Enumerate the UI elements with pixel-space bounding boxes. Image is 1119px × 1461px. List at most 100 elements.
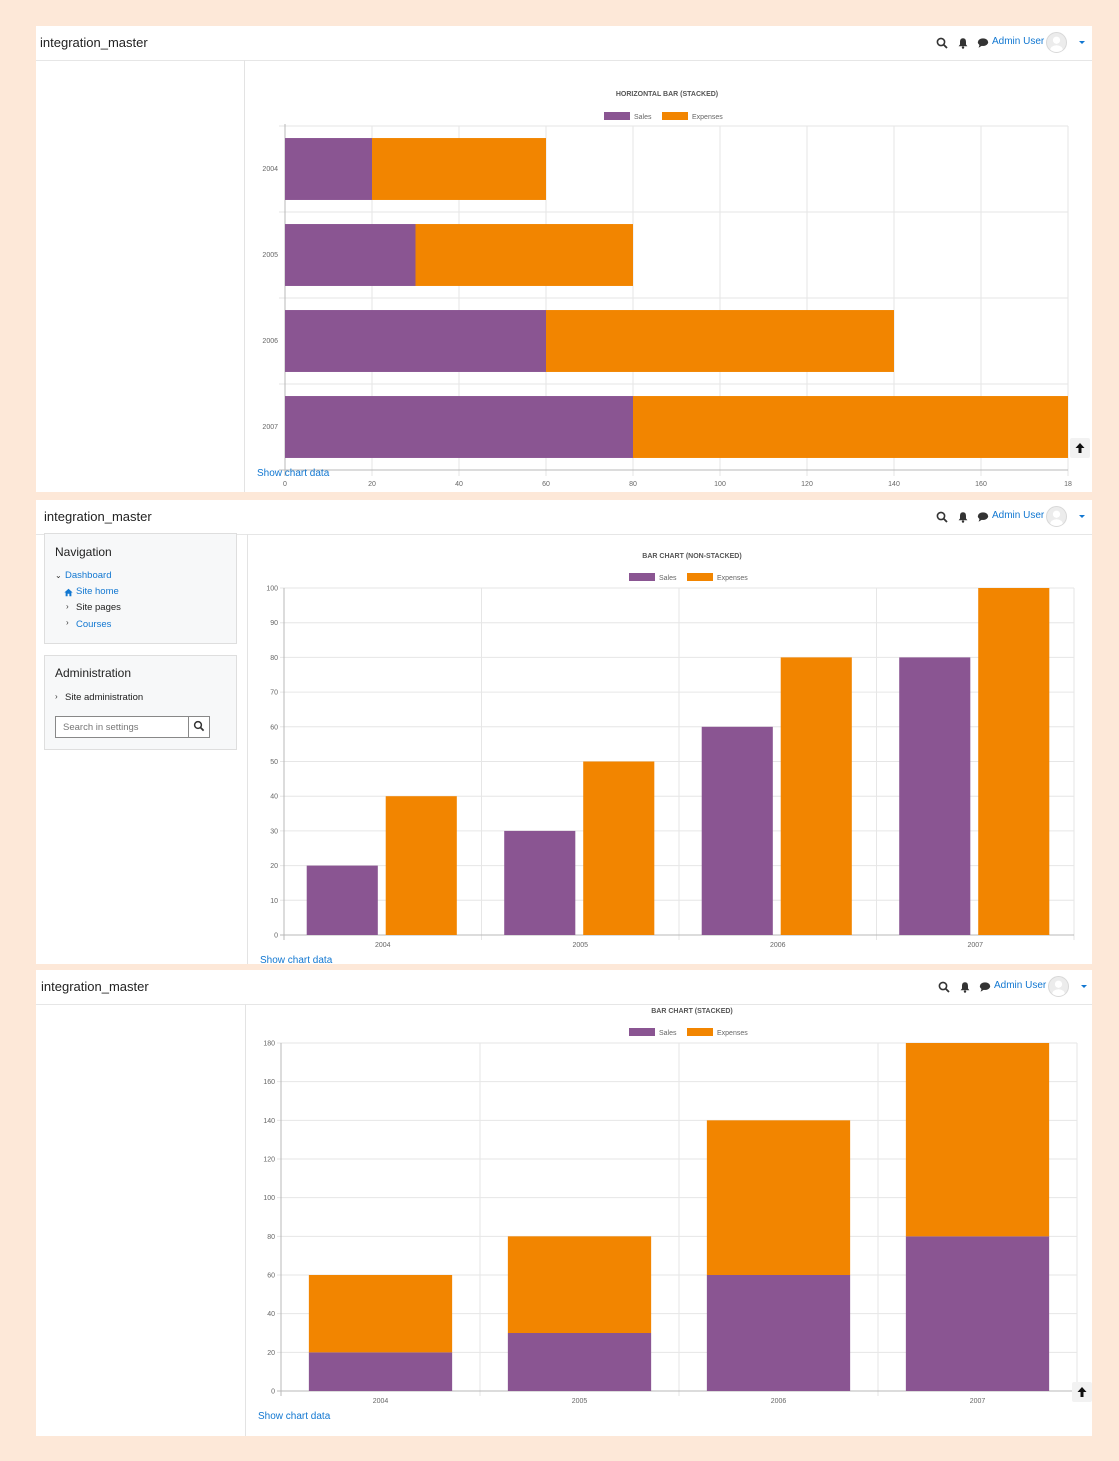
x-tick-label: 40 bbox=[455, 481, 463, 488]
user-name[interactable]: Admin User bbox=[992, 36, 1045, 47]
site-name[interactable]: integration_master bbox=[44, 509, 152, 524]
bell-icon[interactable] bbox=[957, 37, 969, 49]
search-settings-input[interactable] bbox=[55, 716, 189, 738]
bar-sales-2005 bbox=[504, 830, 576, 935]
x-tick-label: 2005 bbox=[572, 942, 588, 949]
legend-swatch-expenses bbox=[687, 1028, 713, 1036]
user-name[interactable]: Admin User bbox=[992, 510, 1045, 521]
chevron-right-icon[interactable]: › bbox=[66, 602, 69, 611]
y-tick-label: 20 bbox=[267, 1350, 275, 1357]
bar-expenses-2004 bbox=[385, 796, 457, 935]
y-tick-label: 120 bbox=[263, 1157, 275, 1164]
navigation-title: Navigation bbox=[55, 545, 112, 559]
content-divider bbox=[247, 534, 248, 964]
y-tick-label: 80 bbox=[270, 655, 278, 662]
bar-expenses-2007 bbox=[633, 396, 1068, 458]
legend-label-sales: Sales bbox=[634, 114, 652, 121]
search-icon[interactable] bbox=[938, 981, 950, 993]
avatar[interactable] bbox=[1048, 976, 1069, 997]
caret-down-icon[interactable] bbox=[1079, 515, 1085, 518]
search-icon[interactable] bbox=[936, 37, 948, 49]
y-tick-label: 160 bbox=[263, 1079, 275, 1086]
chart-title: HORIZONTAL BAR (STACKED) bbox=[616, 91, 718, 98]
bar-sales-2006 bbox=[701, 726, 773, 935]
user-silhouette-icon bbox=[1050, 36, 1063, 52]
horizontal-bar-chart: HORIZONTAL BAR (STACKED) Sales Expenses 0 20… bbox=[262, 91, 1072, 488]
bar-sales-2004 bbox=[306, 865, 378, 935]
chat-bubble-icon[interactable] bbox=[977, 511, 989, 523]
back-to-top-button[interactable] bbox=[1070, 438, 1090, 458]
user-silhouette-icon bbox=[1050, 510, 1063, 526]
bar-sales-2007 bbox=[285, 396, 633, 458]
y-tick-label: 70 bbox=[270, 690, 278, 697]
nav-site-home[interactable]: Site home bbox=[76, 586, 119, 597]
administration-title: Administration bbox=[55, 666, 132, 680]
bar-expenses-2006 bbox=[546, 310, 894, 372]
window-bar-chart-non-stacked: integration_master Admin User Navigation… bbox=[36, 500, 1092, 964]
x-tick-label: 2006 bbox=[770, 942, 786, 949]
legend-label-sales: Sales bbox=[659, 575, 677, 582]
bar-sales-2007 bbox=[905, 1236, 1050, 1391]
legend-swatch-sales bbox=[629, 573, 655, 581]
user-name[interactable]: Admin User bbox=[994, 980, 1047, 991]
bar-sales-2004 bbox=[308, 1352, 453, 1391]
bar-chart-stacked: BAR CHART (STACKED) Sales Expenses 0 20 40 60 8… bbox=[263, 1008, 1078, 1405]
bar-sales-2005 bbox=[507, 1333, 652, 1391]
bar-sales-2006 bbox=[706, 1275, 851, 1391]
back-to-top-button[interactable] bbox=[1072, 1382, 1092, 1402]
sidebar-divider bbox=[244, 60, 245, 492]
nav-site-pages[interactable]: Site pages bbox=[76, 602, 121, 613]
legend-label-sales: Sales bbox=[659, 1030, 677, 1037]
show-chart-data-link[interactable]: Show chart data bbox=[257, 468, 330, 479]
chat-bubble-icon[interactable] bbox=[979, 981, 991, 993]
bar-sales-2007 bbox=[899, 657, 971, 935]
navbar-user-area: Admin User bbox=[922, 500, 1092, 534]
y-tick-label: 20 bbox=[270, 863, 278, 870]
y-tick-label: 100 bbox=[263, 1195, 275, 1202]
bar-sales-2006 bbox=[285, 310, 546, 372]
window-bar-chart-stacked: integration_master Admin User BAR CHART … bbox=[36, 970, 1092, 1436]
y-tick-label: 2004 bbox=[262, 166, 278, 173]
nav-dashboard[interactable]: Dashboard bbox=[65, 570, 112, 581]
navbar-user-area: Admin User bbox=[922, 26, 1092, 60]
search-icon[interactable] bbox=[936, 511, 948, 523]
search-icon bbox=[193, 720, 205, 732]
y-tick-label: 180 bbox=[263, 1041, 275, 1048]
x-tick-label: 2007 bbox=[970, 1398, 986, 1405]
y-tick-label: 2006 bbox=[262, 338, 278, 345]
bar-sales-2004 bbox=[285, 138, 372, 200]
avatar[interactable] bbox=[1046, 32, 1067, 53]
y-tick-label: 40 bbox=[270, 794, 278, 801]
bar-chart-non-stacked: BAR CHART (NON-STACKED) Sales Expenses 0 10 2… bbox=[266, 553, 1075, 949]
navigation-block: Navigation ⌄ Dashboard Site home › Site … bbox=[44, 533, 237, 644]
bell-icon[interactable] bbox=[957, 511, 969, 523]
bar-expenses-2007 bbox=[978, 588, 1050, 935]
caret-down-icon[interactable] bbox=[1079, 41, 1085, 44]
show-chart-data-link[interactable]: Show chart data bbox=[260, 955, 333, 964]
chevron-right-icon[interactable]: › bbox=[66, 618, 69, 627]
x-tick-label: 0 bbox=[283, 481, 287, 488]
search-settings-button[interactable] bbox=[188, 716, 210, 738]
y-tick-label: 60 bbox=[267, 1273, 275, 1280]
y-tick-label: 140 bbox=[263, 1118, 275, 1125]
chevron-down-icon[interactable]: ⌄ bbox=[55, 571, 62, 580]
site-name[interactable]: integration_master bbox=[40, 35, 148, 50]
nav-courses[interactable]: Courses bbox=[76, 619, 112, 630]
y-tick-label: 50 bbox=[270, 759, 278, 766]
chevron-right-icon[interactable]: › bbox=[55, 692, 58, 701]
legend-swatch-sales bbox=[629, 1028, 655, 1036]
legend-swatch-expenses bbox=[662, 112, 688, 120]
y-tick-label: 80 bbox=[267, 1234, 275, 1241]
nav-site-administration[interactable]: Site administration bbox=[65, 692, 144, 703]
chat-bubble-icon[interactable] bbox=[977, 37, 989, 49]
show-chart-data-link[interactable]: Show chart data bbox=[258, 1411, 331, 1422]
site-name[interactable]: integration_master bbox=[41, 979, 149, 994]
legend-swatch-sales bbox=[604, 112, 630, 120]
navbar-user-area: Admin User bbox=[922, 970, 1092, 1004]
bell-icon[interactable] bbox=[959, 981, 971, 993]
caret-down-icon[interactable] bbox=[1081, 985, 1087, 988]
x-tick-label: 2006 bbox=[771, 1398, 787, 1405]
avatar[interactable] bbox=[1046, 506, 1067, 527]
bar-expenses-2004 bbox=[372, 138, 546, 200]
legend-label-expenses: Expenses bbox=[692, 114, 723, 121]
